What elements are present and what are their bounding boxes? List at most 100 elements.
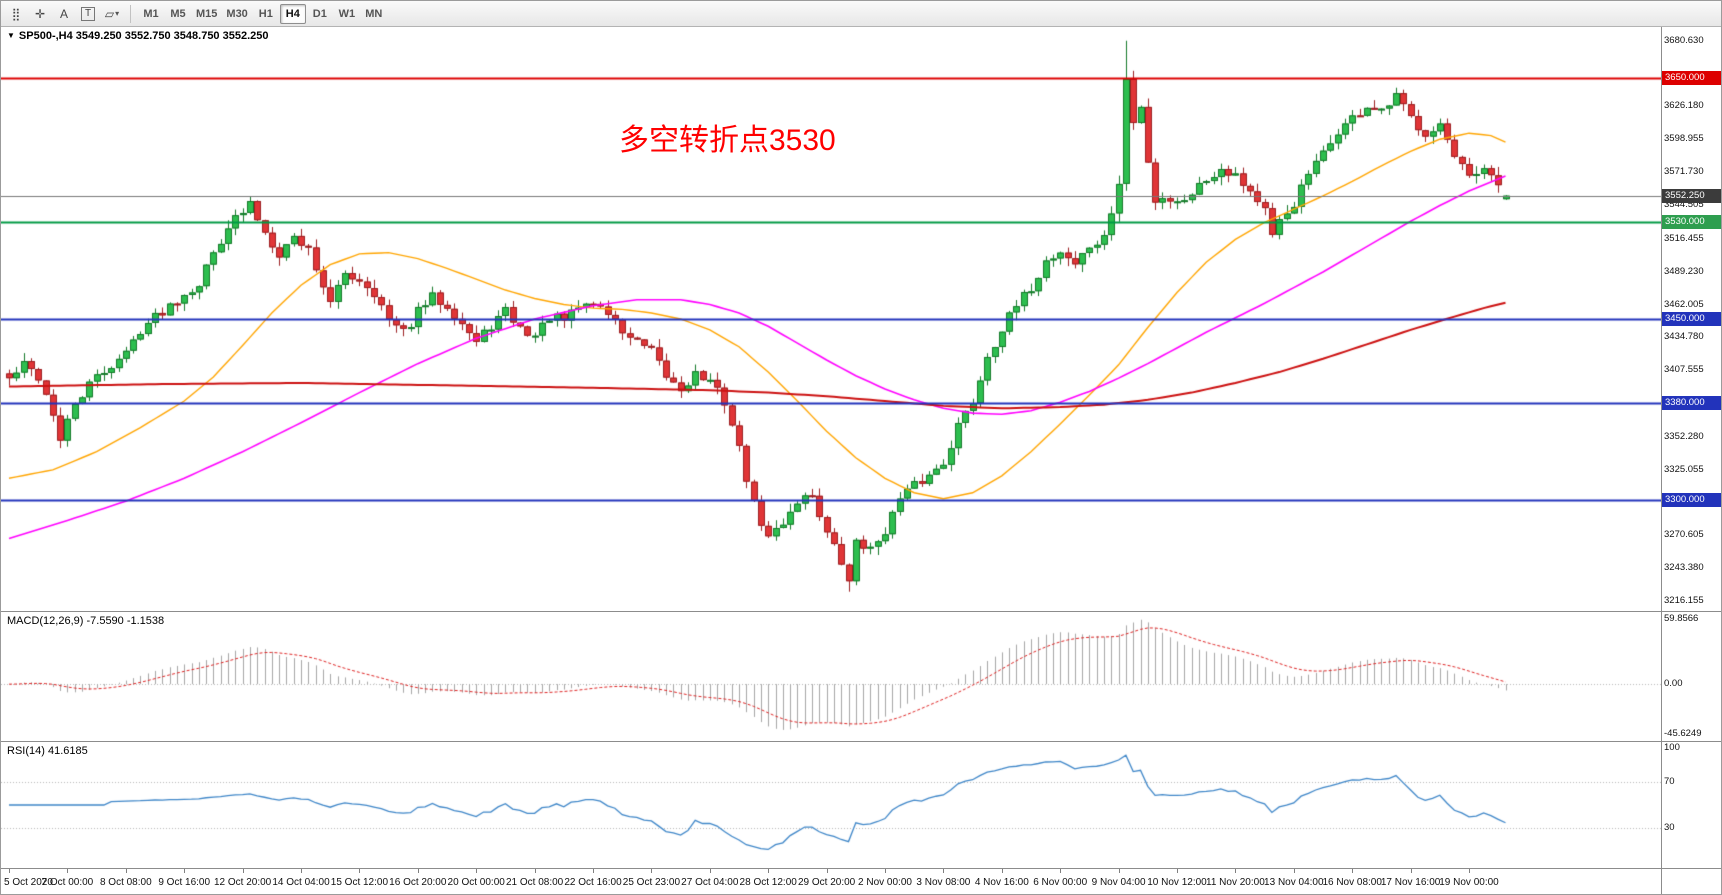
price-level-badge: 3650.000 xyxy=(1662,70,1721,85)
price-axis-tick: 3434.780 xyxy=(1664,331,1704,343)
text-label-tool-icon: A xyxy=(59,6,68,21)
timeframe-mn-button[interactable]: MN xyxy=(365,7,383,20)
rsi-canvas[interactable] xyxy=(1,742,1661,868)
time-axis-label: 16 Oct 20:00 xyxy=(389,877,447,888)
shapes-tool-icon: ▱ xyxy=(104,6,115,21)
time-axis-tick-mark xyxy=(943,869,944,873)
rsi-axis-tick: 30 xyxy=(1664,821,1675,833)
time-axis-tick-mark xyxy=(243,869,244,873)
time-axis-label: 15 Oct 12:00 xyxy=(330,877,389,888)
timeframe-m5-button[interactable]: M5 xyxy=(170,7,186,20)
macd-axis-tick: 0.00 xyxy=(1664,678,1683,690)
toolbar-grip-button[interactable]: ⣿ xyxy=(5,4,27,24)
timeframe-w1-button[interactable]: W1 xyxy=(338,7,356,20)
time-axis-tick-mark xyxy=(651,869,652,873)
time-axis-tick-mark xyxy=(418,869,419,873)
toolbar: ⣿ ✛ A T ▱ ▾ M1 M5 M15 M30 H1 H4 D1 W1 MN xyxy=(1,1,1721,27)
symbol-ohlc-values: 3549.250 3552.750 3548.750 3552.250 xyxy=(75,30,269,42)
symbol-header: ▼ SP500-,H4 3549.250 3552.750 3548.750 35… xyxy=(7,30,269,42)
rsi-axis-tick: 100 xyxy=(1664,742,1680,753)
macd-label: MACD(12,26,9) -7.5590 -1.1538 xyxy=(7,615,164,627)
toolbar-tools-group: ⣿ ✛ A T ▱ ▾ xyxy=(5,4,123,24)
price-axis-separator xyxy=(1661,27,1662,894)
time-axis-label: 27 Oct 04:00 xyxy=(681,877,739,888)
rsi-axis-tick: 70 xyxy=(1664,776,1675,788)
time-axis-tick-mark xyxy=(301,869,302,873)
time-axis-label: 5 Oct 2020 xyxy=(4,877,53,888)
time-axis-label: 16 Nov 08:00 xyxy=(1322,877,1382,888)
time-axis-label: 4 Nov 16:00 xyxy=(974,877,1029,888)
timeframe-buttons-group: M1 M5 M15 M30 H1 H4 D1 W1 MN xyxy=(138,3,387,24)
time-axis-label: 3 Nov 08:00 xyxy=(916,877,971,888)
time-axis-tick-mark xyxy=(67,869,68,873)
price-axis-tick: 3571.730 xyxy=(1664,166,1704,178)
rsi-panel: RSI(14) 41.6185 100 70 30 xyxy=(1,742,1721,868)
time-axis-label: 28 Oct 12:00 xyxy=(739,877,797,888)
toolbar-grip-icon: ⣿ xyxy=(11,6,21,21)
time-axis-label: 21 Oct 08:00 xyxy=(505,877,564,888)
time-axis-tick-mark xyxy=(1235,869,1236,873)
time-axis-tick-mark xyxy=(1002,869,1003,873)
macd-axis-tick: -45.6249 xyxy=(1664,728,1702,740)
time-axis-label: 10 Nov 12:00 xyxy=(1147,877,1207,888)
panel-separator[interactable] xyxy=(1,741,1721,742)
chart-annotation-text: 多空转折点3530 xyxy=(619,124,836,157)
time-axis-label: 6 Nov 00:00 xyxy=(1033,877,1088,888)
macd-indicator-name: MACD(12,26,9) xyxy=(7,615,84,627)
panel-separator[interactable] xyxy=(1,611,1721,612)
price-level-badge: 3530.000 xyxy=(1662,215,1721,230)
price-axis-tick: 3626.180 xyxy=(1664,100,1704,112)
price-chart-canvas[interactable] xyxy=(1,27,1661,611)
price-chart-panel: ▼ SP500-,H4 3549.250 3552.750 3548.750 35… xyxy=(1,27,1721,611)
text-label-tool-button[interactable]: A xyxy=(53,4,75,24)
price-axis-tick: 3544.505 xyxy=(1664,198,1704,210)
time-axis-tick-mark xyxy=(184,869,185,873)
timeframe-m15-button[interactable]: M15 xyxy=(196,7,218,20)
price-axis-tick: 3489.230 xyxy=(1664,265,1704,277)
time-axis-label: 12 Oct 20:00 xyxy=(213,877,272,888)
price-axis-tick: 3598.955 xyxy=(1664,133,1704,145)
time-axis[interactable]: 5 Oct 2020 7 Oct 00:00 8 Oct 08:00 9 Oct 16… xyxy=(1,869,1721,894)
time-axis-tick-mark xyxy=(885,869,886,873)
timeframe-m1-button[interactable]: M1 xyxy=(143,7,159,20)
price-level-badge: 3380.000 xyxy=(1662,396,1721,411)
time-axis-tick-mark xyxy=(359,869,360,873)
time-axis-tick-mark xyxy=(827,869,828,873)
price-axis-tick: 3407.555 xyxy=(1664,364,1704,376)
price-axis-tick: 3680.630 xyxy=(1664,34,1704,46)
time-axis-tick-mark xyxy=(535,869,536,873)
price-axis-tick: 3462.005 xyxy=(1664,298,1704,310)
shapes-tool-button[interactable]: ▱ ▾ xyxy=(101,4,123,24)
time-axis-tick-mark xyxy=(710,869,711,873)
timeframe-d1-button[interactable]: D1 xyxy=(312,7,327,20)
time-axis-tick-mark xyxy=(126,869,127,873)
price-axis-tick: 3516.455 xyxy=(1664,232,1704,244)
macd-indicator-values: -7.5590 -1.1538 xyxy=(86,615,165,627)
time-axis-label: 29 Oct 20:00 xyxy=(797,877,856,888)
toolbar-separator xyxy=(130,4,131,23)
collapse-chart-icon[interactable]: ▼ xyxy=(7,31,15,40)
time-axis-tick-mark xyxy=(1177,869,1178,873)
time-axis-label: 13 Nov 04:00 xyxy=(1264,877,1324,888)
text-tool-button[interactable]: T xyxy=(77,4,99,24)
time-axis-label: 8 Oct 08:00 xyxy=(99,877,152,888)
time-axis-label: 7 Oct 00:00 xyxy=(41,877,94,888)
time-axis-tick-mark xyxy=(1411,869,1412,873)
time-axis-tick-mark xyxy=(768,869,769,873)
time-axis-tick-mark xyxy=(1352,869,1353,873)
time-axis-tick-mark xyxy=(1060,869,1061,873)
macd-axis-tick: 59.8566 xyxy=(1664,612,1699,624)
rsi-indicator-name: RSI(14) xyxy=(7,745,45,757)
rsi-indicator-value: 41.6185 xyxy=(47,745,88,757)
timeframe-h1-button[interactable]: H1 xyxy=(258,7,273,20)
time-axis-tick-mark xyxy=(593,869,594,873)
price-axis-tick: 3352.280 xyxy=(1664,430,1704,442)
price-level-badge: 3450.000 xyxy=(1662,312,1721,326)
timeframe-h4-button[interactable]: H4 xyxy=(279,3,306,24)
price-level-badge: 3552.250 xyxy=(1662,188,1721,203)
timeframe-m30-button[interactable]: M30 xyxy=(226,7,248,20)
time-axis-tick-mark xyxy=(1119,869,1120,873)
crosshair-tool-button[interactable]: ✛ xyxy=(29,4,51,24)
macd-canvas[interactable] xyxy=(1,612,1661,741)
